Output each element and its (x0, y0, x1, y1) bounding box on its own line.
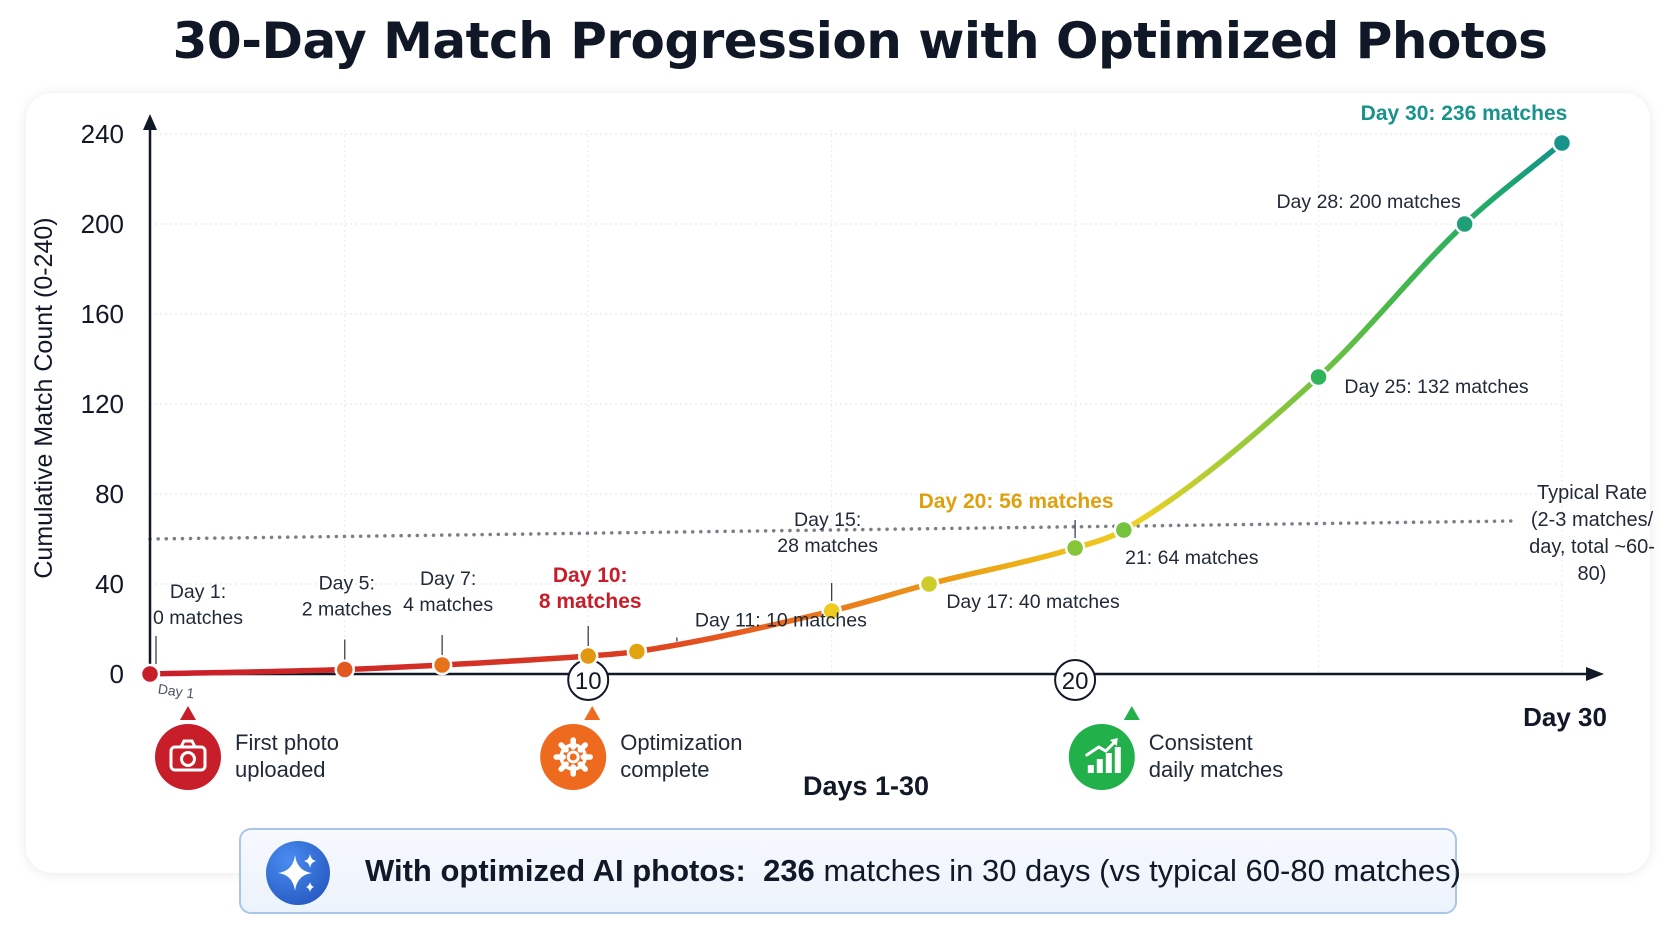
typical-rate-label: (2-3 matches/ (1531, 509, 1654, 531)
data-point (1113, 519, 1135, 541)
y-axis-label: Cumulative Match Count (0-240) (30, 217, 58, 578)
milestone-badge (155, 724, 221, 790)
x-tick-label: 20 (1062, 668, 1089, 695)
point-label: Day 20: 56 matches (919, 490, 1114, 513)
point-label: Day 17: 40 matches (946, 591, 1120, 613)
y-tick-label: 200 (81, 209, 124, 239)
data-point (431, 654, 453, 676)
x-tick-circle (1054, 659, 1097, 701)
milestone-label: Consistent (1149, 730, 1253, 755)
typical-rate-label: day, total ~60- (1529, 536, 1655, 558)
milestone-badge (1068, 724, 1135, 790)
summary-banner: With optimized AI photos: 236 matches in… (239, 828, 1461, 914)
data-point (821, 600, 842, 622)
x-tick-label: Day 1 (157, 681, 196, 702)
data-point (1454, 213, 1475, 235)
point-label: Day 30: 236 matches (1361, 102, 1568, 125)
x-tick-label: Day 30 (1523, 702, 1607, 732)
milestone-marker (584, 706, 601, 720)
milestone-label: complete (620, 757, 709, 782)
y-axis-arrow (143, 114, 157, 130)
milestone-label: First photo (235, 730, 339, 755)
point-label: 4 matches (403, 594, 493, 616)
typical-rate-label: 80) (1578, 563, 1607, 585)
bar-chart-icon (1085, 738, 1121, 773)
point-label: Day 15: (794, 509, 861, 531)
point-label: Day 10: (553, 564, 628, 587)
point-label: 21: 64 matches (1125, 547, 1259, 569)
data-point (1551, 132, 1573, 154)
point-label: Day 1: (170, 581, 226, 603)
x-axis-arrow (1586, 667, 1604, 681)
x-tick-label: 10 (575, 668, 602, 695)
data-point (1064, 537, 1086, 559)
summary-text: With optimized AI photos: 236 matches in… (365, 830, 1461, 912)
x-axis-label: Days 1-30 (803, 771, 929, 801)
typical-rate-line (148, 519, 1514, 541)
chart-panel (26, 93, 1650, 873)
chart-title: 30-Day Match Progression with Optimized … (172, 12, 1548, 70)
y-tick-label: 160 (81, 299, 124, 329)
data-point (918, 573, 940, 595)
milestone-label: uploaded (235, 757, 326, 782)
summary-rest: matches in 30 days (vs typical 60-80 mat… (823, 853, 1461, 888)
data-point (139, 663, 161, 685)
typical-rate-label: Typical Rate (1537, 482, 1647, 504)
data-point (334, 659, 356, 680)
milestone-marker (180, 706, 196, 720)
y-tick-label: 240 (81, 119, 124, 149)
milestone-marker (1123, 706, 1140, 720)
point-label: Day 7: (420, 568, 476, 590)
data-point (1308, 366, 1329, 388)
gear-icon (553, 737, 593, 777)
y-tick-label: 80 (95, 479, 124, 509)
point-label: Day 11: 10 matches (695, 610, 867, 632)
summary-count: 236 (763, 853, 815, 888)
data-point (626, 641, 648, 662)
y-tick-label: 40 (95, 569, 124, 599)
point-label: Day 5: (319, 573, 375, 595)
point-label: 28 matches (777, 535, 878, 557)
point-label: 2 matches (302, 599, 392, 621)
data-point (577, 645, 599, 667)
point-label: Day 25: 132 matches (1344, 376, 1529, 398)
point-label: Day 28: 200 matches (1276, 191, 1461, 213)
milestone-label: Optimization (620, 730, 742, 755)
milestone-label: daily matches (1149, 757, 1284, 782)
y-tick-label: 0 (110, 659, 124, 689)
summary-lead: With optimized AI photos: (365, 853, 746, 888)
milestone-badge (540, 724, 607, 790)
point-label: 8 matches (539, 590, 642, 613)
camera-icon (169, 739, 207, 772)
grid-lines (150, 130, 1563, 674)
point-label: 0 matches (153, 607, 243, 629)
sparkle-icon (266, 841, 330, 905)
y-tick-label: 120 (81, 389, 124, 419)
